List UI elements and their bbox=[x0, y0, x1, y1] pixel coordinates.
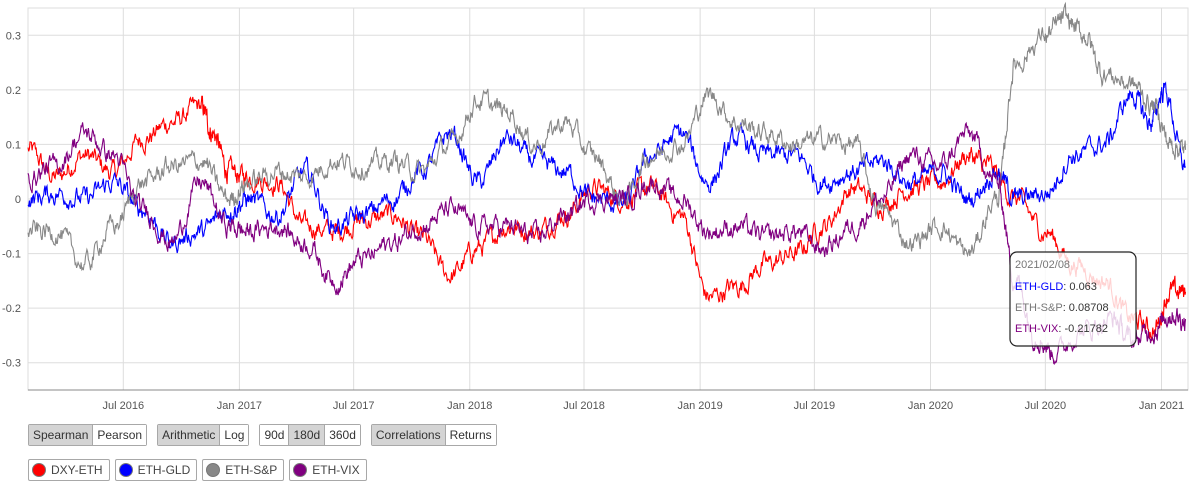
scale-toggle: Arithmetic Log bbox=[157, 424, 250, 446]
arithmetic-button[interactable]: Arithmetic bbox=[158, 425, 221, 445]
series-line-eth-gld bbox=[27, 81, 1187, 254]
series-line-eth-s-p bbox=[27, 1, 1187, 272]
y-tick-label: 0.1 bbox=[6, 139, 21, 151]
tooltip-label: ETH-VIX bbox=[1015, 323, 1059, 335]
window-toggle: 90d 180d 360d bbox=[259, 424, 361, 446]
legend-label: ETH-S&P bbox=[225, 463, 278, 477]
x-tick-label: Jan 2017 bbox=[217, 400, 262, 412]
y-tick-label: 0.2 bbox=[6, 85, 21, 97]
mode-toggle: Correlations Returns bbox=[370, 424, 497, 446]
tooltip-row-eth-vix: ETH-VIX: -0.21782 bbox=[1015, 323, 1108, 335]
x-tick-label: Jan 2019 bbox=[678, 400, 723, 412]
tooltip-row-eth-sp: ETH-S&P: 0.08708 bbox=[1015, 302, 1109, 314]
tooltip-date: 2021/02/08 bbox=[1015, 259, 1070, 271]
legend-item-dxy-eth[interactable]: DXY-ETH bbox=[28, 459, 110, 481]
window-90d-button[interactable]: 90d bbox=[260, 425, 290, 445]
x-tick-label: Jan 2020 bbox=[908, 400, 953, 412]
spearman-button[interactable]: Spearman bbox=[29, 425, 94, 445]
pearson-button[interactable]: Pearson bbox=[93, 425, 147, 445]
x-tick-label: Jul 2017 bbox=[333, 400, 375, 412]
chart-controls: Spearman Pearson Arithmetic Log 90d 180d… bbox=[28, 424, 497, 446]
correlation-chart[interactable]: Jul 2016 Jan 2017 Jul 2017 Jan 2018 Jul 2018… bbox=[0, 0, 1200, 420]
legend-label: DXY-ETH bbox=[51, 463, 103, 477]
y-tick-label: -0.1 bbox=[2, 249, 21, 261]
x-tick-label: Jul 2018 bbox=[563, 400, 605, 412]
tooltip-value: : -0.21782 bbox=[1058, 323, 1108, 335]
y-tick-label: 0 bbox=[15, 194, 21, 206]
legend-label: ETH-GLD bbox=[137, 463, 191, 477]
red-dot-icon bbox=[32, 463, 46, 477]
legend: DXY-ETH ETH-GLD ETH-S&P ETH-VIX bbox=[28, 459, 367, 481]
legend-item-eth-gld[interactable]: ETH-GLD bbox=[114, 459, 198, 481]
y-tick-labels: 0.3 0.2 0.1 0 -0.1 -0.2 -0.3 bbox=[2, 30, 21, 369]
tooltip-label: ETH-S&P bbox=[1015, 302, 1063, 314]
x-tick-label: Jul 2019 bbox=[794, 400, 836, 412]
x-tick-label: Jul 2020 bbox=[1025, 400, 1067, 412]
method-toggle: Spearman Pearson bbox=[28, 424, 148, 446]
correlations-button[interactable]: Correlations bbox=[371, 425, 446, 445]
tooltip-value: : 0.063 bbox=[1063, 281, 1097, 293]
window-360d-button[interactable]: 360d bbox=[325, 425, 360, 445]
tooltip-label: ETH-GLD bbox=[1015, 281, 1063, 293]
tooltip-row-eth-gld: ETH-GLD: 0.063 bbox=[1015, 281, 1097, 293]
log-button[interactable]: Log bbox=[220, 425, 249, 445]
purple-dot-icon bbox=[293, 463, 308, 477]
blue-dot-icon bbox=[118, 463, 133, 477]
x-tick-label: Jan 2021 bbox=[1139, 400, 1184, 412]
y-tick-label: -0.3 bbox=[2, 358, 21, 370]
legend-item-eth-vix[interactable]: ETH-VIX bbox=[289, 459, 367, 481]
x-tick-label: Jul 2016 bbox=[103, 400, 145, 412]
window-180d-button[interactable]: 180d bbox=[289, 425, 326, 445]
y-tick-label: -0.2 bbox=[2, 303, 21, 315]
x-tick-label: Jan 2018 bbox=[447, 400, 492, 412]
legend-item-eth-sp[interactable]: ETH-S&P bbox=[202, 459, 285, 481]
tooltip-value: : 0.08708 bbox=[1063, 302, 1109, 314]
tooltip-box bbox=[1009, 251, 1137, 347]
legend-label: ETH-VIX bbox=[312, 463, 360, 477]
series-lines bbox=[27, 1, 1187, 366]
returns-button[interactable]: Returns bbox=[445, 425, 496, 445]
series-line-dxy-eth bbox=[27, 95, 1187, 342]
x-tick-labels: Jul 2016 Jan 2017 Jul 2017 Jan 2018 Jul 2018… bbox=[103, 400, 1185, 412]
gray-dot-icon bbox=[206, 463, 221, 477]
tooltip: 2021/02/08 ETH-GLD: 0.063 ETH-S&P: 0.087… bbox=[1009, 251, 1137, 347]
y-tick-label: 0.3 bbox=[6, 30, 21, 42]
